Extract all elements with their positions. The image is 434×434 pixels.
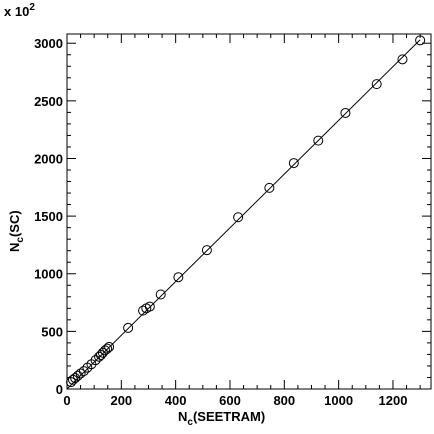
data-point [78,366,89,377]
x-tick-label: 800 [273,393,295,408]
data-point [144,301,155,312]
y-tick-label: 2500 [34,94,63,109]
y-tick-label: 1500 [34,209,63,224]
y-tick-label: 3000 [34,36,63,51]
x-tick-label: 400 [165,393,187,408]
x-axis-title: Nc(SEETRAM) [178,409,265,428]
data-point [155,289,166,300]
data-point [397,54,408,65]
y-tick-label: 0 [56,382,63,397]
plot-frame [66,33,432,390]
data-point [313,135,324,146]
data-point [415,35,426,46]
data-point [104,341,115,352]
data-point [90,355,101,366]
data-point [264,182,275,193]
x-tick-label: 1000 [324,393,353,408]
data-point [288,158,299,169]
fit-line [66,39,421,390]
y-tick-label: 1000 [34,267,63,282]
axis-ticks [66,34,431,390]
data-point [233,212,244,223]
x-tick-label: 200 [110,393,132,408]
data-point [371,79,382,90]
x-tick-label: 0 [63,393,70,408]
x-tick-label: 600 [219,393,241,408]
data-point [201,245,212,256]
y-tick-label: 500 [41,324,63,339]
y-axis-title: Nc(SC) [7,210,26,252]
y-tick-label: 2000 [34,151,63,166]
data-point [123,322,134,333]
data-point [75,368,86,379]
y-multiplier: x 102 [4,2,35,19]
tick-labels: 0 200 400 600 800 1000 1200 0 500 1000 1500 2000 250… [34,36,407,408]
data-point [102,343,113,354]
x-tick-label: 1200 [379,393,408,408]
data-points [66,35,426,388]
data-point [340,107,351,118]
data-point [173,272,184,283]
